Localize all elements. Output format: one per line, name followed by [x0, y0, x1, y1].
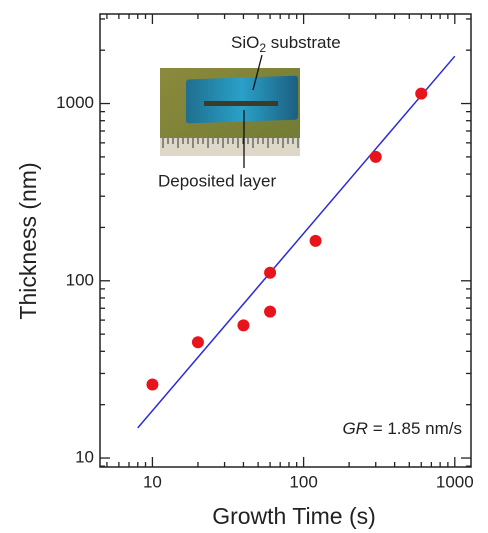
- y-tick-label: 100: [66, 270, 94, 289]
- data-point: [309, 234, 322, 247]
- data-point: [237, 319, 250, 332]
- y-axis-label: Thickness (nm): [15, 162, 41, 319]
- y-tick-label: 1000: [56, 93, 94, 112]
- x-axis-label: Growth Time (s): [212, 503, 376, 529]
- x-tick-label: 10: [143, 472, 162, 491]
- data-point: [146, 378, 159, 391]
- inset-label: SiO2 substrate: [231, 33, 341, 55]
- y-tick-label: 10: [75, 448, 94, 467]
- annotation: GR = 1.85 nm/s: [342, 419, 462, 438]
- x-tick-label: 1000: [436, 472, 474, 491]
- plot-frame: [99, 13, 472, 468]
- data-point: [264, 305, 277, 318]
- inset-photo: [160, 54, 300, 168]
- data-point: [369, 150, 382, 163]
- inset-label: Deposited layer: [158, 171, 276, 190]
- x-tick-label: 100: [289, 472, 317, 491]
- data-point: [415, 87, 428, 100]
- data-point: [191, 336, 204, 349]
- fit-line: [137, 55, 456, 429]
- data-point: [264, 266, 277, 279]
